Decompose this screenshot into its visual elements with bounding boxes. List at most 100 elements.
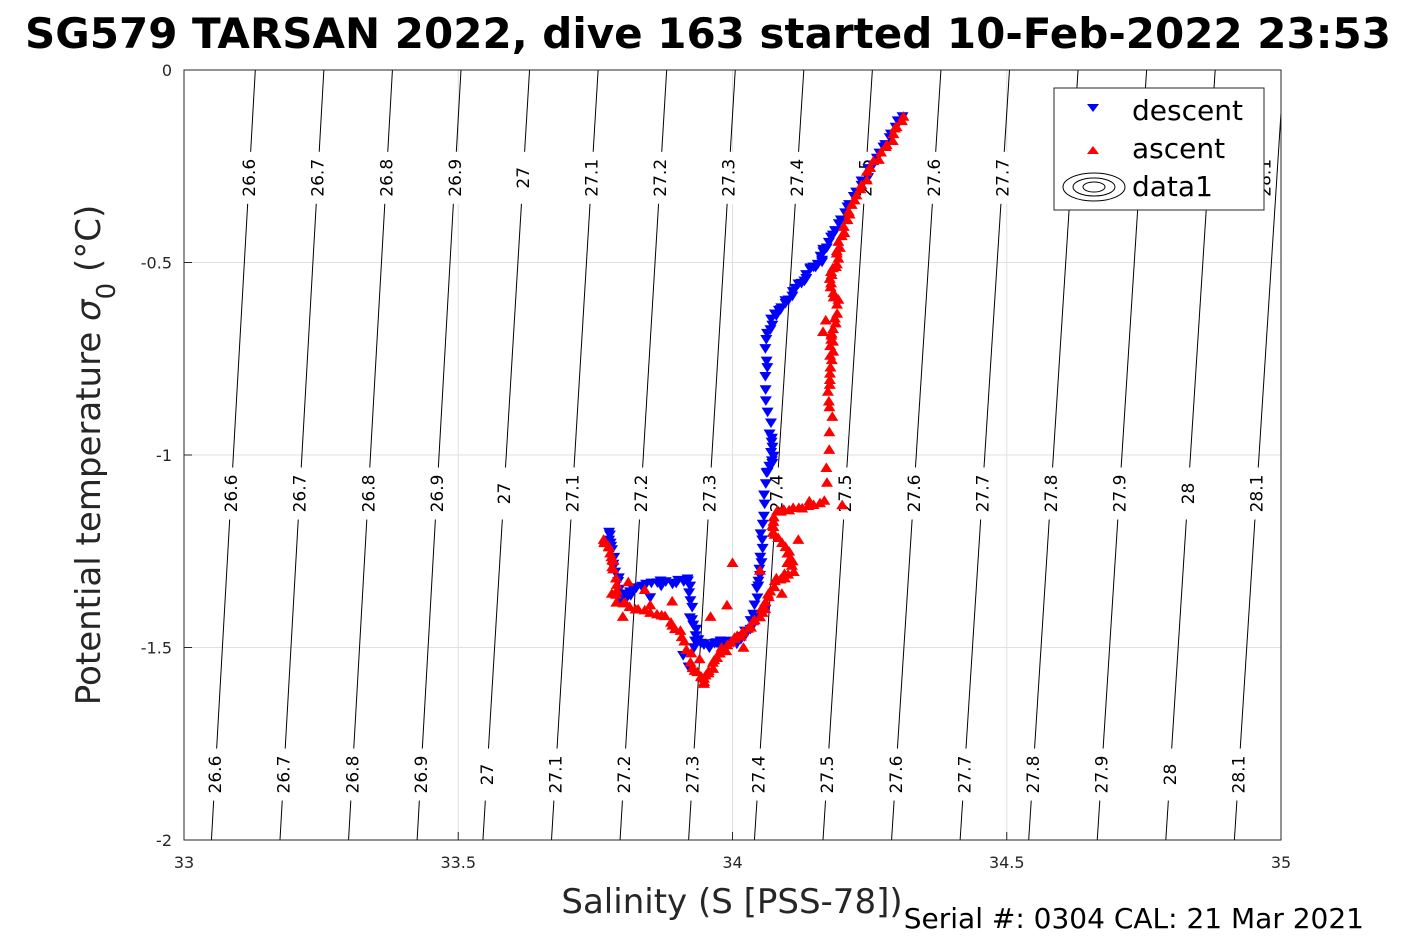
descent-point (761, 407, 774, 418)
contour-label-bg (306, 151, 329, 204)
ascent-point (781, 557, 794, 567)
descent-point (761, 363, 774, 373)
ascent-point (604, 547, 617, 558)
contour-label-bg (220, 467, 243, 520)
contour-label-bg (204, 748, 227, 801)
ascent-point (841, 214, 854, 225)
ascent-point (803, 495, 816, 506)
contour-label: 26.8 (343, 756, 363, 794)
ascent-point (644, 599, 657, 610)
descent-point (688, 643, 701, 653)
descent-point (687, 620, 700, 631)
legend-descent-label: descent (1132, 94, 1243, 127)
ascent-point (823, 374, 836, 385)
ascent-point (823, 426, 836, 437)
ascent-point (629, 603, 642, 614)
contour-label: 27.2 (615, 756, 635, 794)
contour-label: 28.1 (1230, 756, 1250, 794)
descent-point (754, 529, 767, 539)
ascent-point (819, 314, 832, 325)
contour-label-bg (1090, 748, 1113, 801)
contour-label: 27.7 (994, 159, 1014, 197)
descent-point (765, 314, 778, 325)
contour-label: 27.6 (905, 475, 925, 513)
ascent-point (814, 497, 827, 508)
contour-label-bg (747, 748, 770, 801)
descent-point (644, 593, 657, 603)
ascent-point (828, 312, 841, 323)
ascent-point (820, 462, 833, 472)
ascent-point (860, 166, 873, 176)
descent-point (689, 636, 702, 647)
descent-point (759, 372, 772, 382)
descent-point (822, 237, 835, 248)
descent-point (761, 328, 774, 339)
contour-label-bg (1227, 748, 1250, 801)
ascent-point (781, 547, 794, 558)
ascent-point (610, 597, 623, 607)
contour-label: 27.4 (768, 475, 788, 513)
descent-point (756, 535, 769, 546)
ascent-point (888, 122, 901, 133)
ascent-point (837, 221, 850, 231)
contour-label: 27.5 (818, 756, 838, 794)
y-axis-label-unit: (°C) (69, 205, 109, 283)
ascent-point (823, 379, 836, 389)
contour-label: 27.2 (632, 475, 652, 513)
contour-label: 27 (514, 167, 534, 189)
ascent-point (832, 236, 845, 246)
contour-label-bg (375, 151, 398, 204)
contour-label-bg (1245, 467, 1268, 520)
ascent-point (832, 294, 845, 304)
x-axis-label: Salinity (S [PSS-78]) (561, 882, 902, 922)
y-tick-label: -2 (156, 831, 172, 850)
contour-label: 28 (1161, 764, 1181, 786)
ascent-point (854, 183, 867, 194)
ascent-point (822, 395, 835, 406)
contour-label: 26.8 (377, 159, 397, 197)
descent-point (683, 613, 696, 624)
descent-point (765, 437, 778, 448)
ascent-point (622, 576, 635, 587)
ascent-point (610, 579, 623, 589)
y-tick-label: -1 (156, 446, 172, 465)
contour-label-bg (288, 467, 311, 520)
contour-label: 26.6 (206, 756, 226, 794)
ascent-point (706, 657, 719, 667)
serial-cal-footer: Serial #: 0304 CAL: 21 Mar 2021 (904, 902, 1364, 935)
contour-label: 27.7 (955, 756, 975, 794)
descent-point (684, 596, 697, 606)
contour-label-bg (341, 748, 364, 801)
contour-label-bg (765, 467, 788, 520)
ascent-point (747, 615, 760, 626)
contour-label-bg (681, 748, 704, 801)
ascent-point (597, 534, 610, 544)
y-axis-label-subscript: 0 (92, 283, 122, 300)
ascent-point (680, 644, 693, 654)
descent-point (758, 490, 771, 501)
ascent-point (666, 595, 679, 606)
contour-label-bg (698, 467, 721, 520)
contour-label: 27.3 (720, 159, 740, 197)
ascent-point (836, 499, 849, 510)
ascent-point (753, 565, 766, 575)
descent-point (758, 499, 771, 510)
ascent-point (767, 521, 780, 532)
ascent-point (737, 642, 750, 652)
contour-label: 26.7 (291, 475, 311, 513)
descent-point (759, 344, 772, 354)
descent-point (760, 356, 773, 367)
descent-point (603, 527, 616, 538)
descent-point (764, 418, 777, 429)
contour-label: 27.9 (1092, 756, 1112, 794)
descent-point (804, 264, 817, 275)
contour-label: 27.3 (684, 756, 704, 794)
ascent-point (775, 588, 788, 598)
descent-point (756, 519, 769, 530)
contour-label: 27.1 (583, 159, 603, 197)
contour-label-bg (1039, 467, 1062, 520)
contour-label-bg (923, 151, 946, 204)
contour-label-bg (475, 748, 498, 801)
legend-descent-marker (1087, 104, 1099, 112)
